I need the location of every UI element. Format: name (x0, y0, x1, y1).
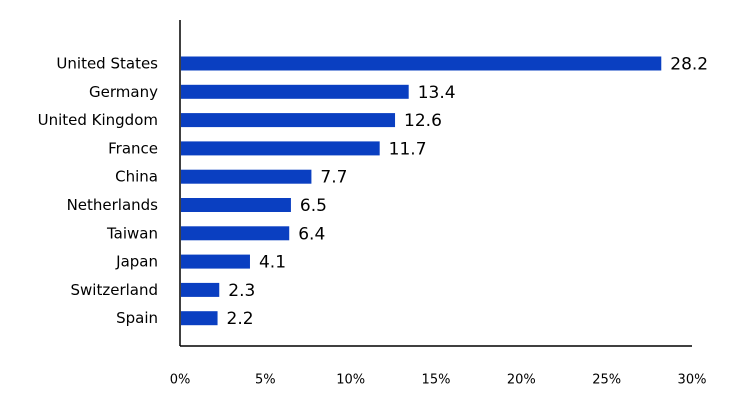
value-label-taiwan: 6.4 (298, 224, 325, 244)
category-label-taiwan: Taiwan (106, 224, 158, 242)
bar-japan (181, 254, 250, 269)
category-label-spain: Spain (116, 309, 158, 327)
bar-netherlands (181, 198, 291, 212)
value-label-china: 7.7 (320, 168, 347, 188)
value-label-germany: 13.4 (418, 83, 456, 103)
value-label-united-kingdom: 12.6 (404, 111, 442, 131)
x-tick-label: 30% (678, 373, 707, 388)
value-label-united-states: 28.2 (670, 55, 708, 75)
category-label-china: China (115, 168, 158, 186)
bar-germany (181, 84, 409, 99)
bar-spain (181, 311, 218, 326)
bar-france (181, 141, 380, 156)
bar-group (181, 56, 662, 326)
category-label-france: France (108, 139, 158, 157)
x-tick-label: 15% (422, 373, 451, 388)
x-tick-label: 10% (336, 373, 365, 388)
category-label-netherlands: Netherlands (67, 196, 159, 214)
category-label-switzerland: Switzerland (71, 281, 159, 299)
bar-united-states (181, 56, 662, 71)
x-tick-label: 20% (507, 373, 536, 388)
category-label-germany: Germany (89, 83, 158, 101)
x-tick-label: 5% (255, 373, 276, 388)
category-label-united-kingdom: United Kingdom (38, 111, 158, 129)
category-label-united-states: United States (56, 55, 158, 73)
bar-china (181, 169, 312, 184)
value-label-group: 28.2 13.4 12.6 11.7 7.7 6.5 6.4 4.12.3 2.2 (227, 55, 709, 330)
value-label-netherlands: 6.5 (300, 196, 327, 216)
bar-switzerland (181, 282, 220, 297)
bar-taiwan (181, 226, 290, 241)
value-label-switzerland: 2.3 (228, 281, 255, 301)
bar-united-kingdom (181, 113, 396, 128)
value-label-spain: 2.2 (227, 309, 254, 329)
value-label-japan: 4.1 (259, 253, 286, 273)
x-tick-label-group: 0% 5% 10% 15% 20% 25% 30% (170, 373, 707, 388)
value-label-france: 11.7 (389, 139, 427, 159)
x-tick-label: 25% (592, 373, 621, 388)
category-label-japan: Japan (115, 253, 158, 271)
category-label-group: United States Germany United Kingdom France… (38, 55, 159, 328)
x-tick-label: 0% (170, 373, 191, 388)
